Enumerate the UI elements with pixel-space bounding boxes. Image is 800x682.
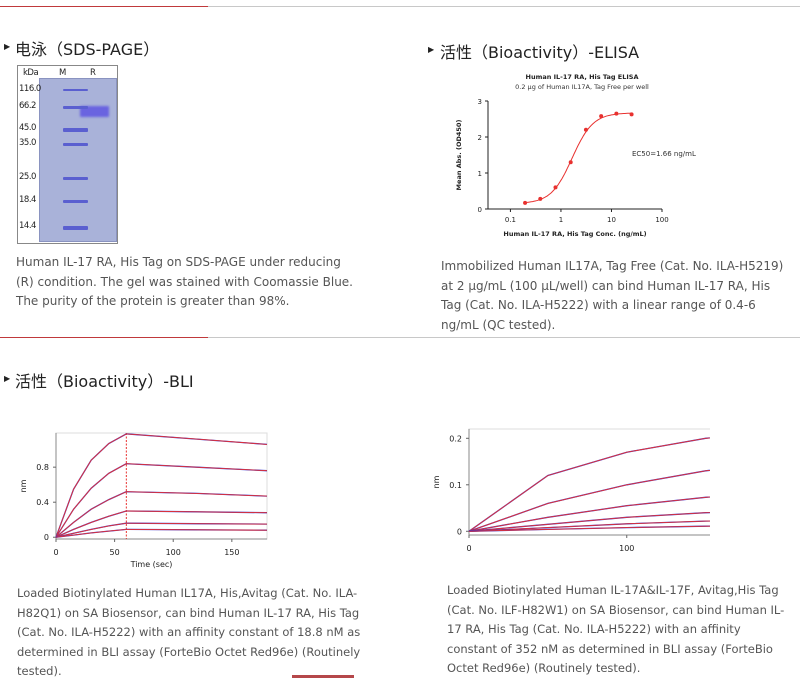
data-point <box>538 196 543 201</box>
fit-curve <box>524 112 632 204</box>
data-point <box>568 160 573 165</box>
bullet-icon: ▶ <box>4 374 11 383</box>
gel-marker-band <box>63 143 88 146</box>
x-tick-label: 1 <box>559 216 563 224</box>
raw-trace <box>55 433 268 538</box>
gel-marker-label: 14.4 <box>19 221 36 231</box>
y-tick-label: 3 <box>478 98 482 106</box>
gel-marker-band <box>63 177 88 180</box>
ec50-annotation: EC50=1.66 ng/mL <box>632 150 696 158</box>
bullet-icon: ▶ <box>4 42 11 51</box>
data-point <box>599 114 604 119</box>
fit-trace <box>55 528 268 538</box>
x-tick-label: 10 <box>607 216 616 224</box>
section-divider <box>0 337 800 338</box>
sds-page-caption: Human IL-17 RA, His Tag on SDS-PAGE unde… <box>16 255 353 308</box>
raw-trace <box>468 437 710 532</box>
y-tick-label: 0.2 <box>449 434 462 443</box>
gel-lanes <box>39 78 117 242</box>
bli-chart-left: 0 0.4 0.8 0 50 100 150 Time (sec) nm <box>19 432 268 569</box>
gel-marker-band <box>63 226 88 230</box>
sds-page-heading: 电泳（SDS-PAGE） <box>15 40 160 59</box>
chart-subtitle: 0.2 μg of Human IL17A, Tag Free per well <box>515 83 649 91</box>
x-tick-label: 100 <box>166 548 181 557</box>
y-axis-label: nm <box>432 475 441 488</box>
x-tick-label: 100 <box>619 544 634 553</box>
fit-trace <box>468 437 710 532</box>
gel-lane-label: R <box>90 68 96 78</box>
gel-marker-label: 66.2 <box>19 101 36 111</box>
bli-chart-right: 00.10.20100200300Time (sec)nm <box>432 428 710 553</box>
fit-trace <box>468 520 710 532</box>
bli-caption-left: Loaded Biotinylated Human IL17A, His,Avi… <box>17 586 361 678</box>
elisa-caption: Immobilized Human IL17A, Tag Free (Cat. … <box>441 259 784 332</box>
elisa-heading: 活性（Bioactivity）-ELISA <box>440 43 640 62</box>
data-point <box>523 200 528 205</box>
elisa-chart: Human IL-17 RA, His Tag ELISA 0.2 μg of H… <box>455 73 696 238</box>
fit-trace <box>55 491 268 538</box>
x-tick-label: 0.1 <box>505 216 516 224</box>
data-point <box>553 185 558 190</box>
y-tick-label: 2 <box>478 134 482 142</box>
sds-page-gel-image: kDa M R 116.0 66.2 45.0 35.0 25.0 18.4 14.4 <box>17 65 118 244</box>
y-tick-label: 0.4 <box>36 498 49 507</box>
sample-band <box>80 106 109 117</box>
fit-trace <box>55 433 268 538</box>
x-tick-label: 0 <box>466 544 471 553</box>
x-axis-label: Time (sec) <box>130 560 173 569</box>
bli-heading: 活性（Bioactivity）-BLI <box>15 372 194 391</box>
y-axis-label: nm <box>19 479 28 492</box>
x-tick-label: 0 <box>53 548 58 557</box>
y-tick-label: 1 <box>478 170 482 178</box>
data-point <box>629 112 634 117</box>
y-tick-label: 0 <box>44 533 49 542</box>
bli-caption-right: Loaded Biotinylated Human IL-17A&IL-17F,… <box>447 583 785 675</box>
raw-trace <box>55 463 268 538</box>
fit-trace <box>55 510 268 538</box>
gel-marker-label: 116.0 <box>19 84 41 94</box>
more-tab[interactable] <box>292 675 354 678</box>
x-tick-label: 100 <box>655 216 668 224</box>
x-tick-label: 150 <box>224 548 239 557</box>
chart-title: Human IL-17 RA, His Tag ELISA <box>526 73 639 81</box>
y-tick-label: 0 <box>457 527 462 536</box>
gel-marker-label: 45.0 <box>19 123 36 133</box>
fit-trace <box>468 525 710 532</box>
gel-marker-band <box>63 200 88 203</box>
gel-marker-label: 18.4 <box>19 195 36 205</box>
bullet-icon: ▶ <box>428 45 435 54</box>
fit-trace <box>468 469 710 532</box>
gel-marker-band <box>63 89 88 91</box>
top-divider <box>0 6 800 7</box>
gel-marker-band <box>63 106 88 109</box>
gel-lane-label: M <box>59 68 66 78</box>
gel-marker-band <box>63 128 88 132</box>
gel-marker-label: 35.0 <box>19 138 36 148</box>
fit-trace <box>55 463 268 538</box>
gel-marker-label: 25.0 <box>19 172 36 182</box>
fit-trace <box>468 512 710 532</box>
fit-trace <box>468 496 710 532</box>
fit-trace <box>55 522 268 538</box>
y-axis-label: Mean Abs. (OD450) <box>455 120 463 191</box>
y-tick-label: 0 <box>478 206 482 214</box>
gel-unit-label: kDa <box>23 68 39 78</box>
data-point <box>614 111 619 116</box>
x-axis-label: Human IL-17 RA, His Tag Conc. (ng/mL) <box>503 230 646 238</box>
x-tick-label: 50 <box>110 548 120 557</box>
data-point <box>583 127 588 132</box>
y-tick-label: 0.1 <box>449 481 462 490</box>
y-tick-label: 0.8 <box>36 463 49 472</box>
